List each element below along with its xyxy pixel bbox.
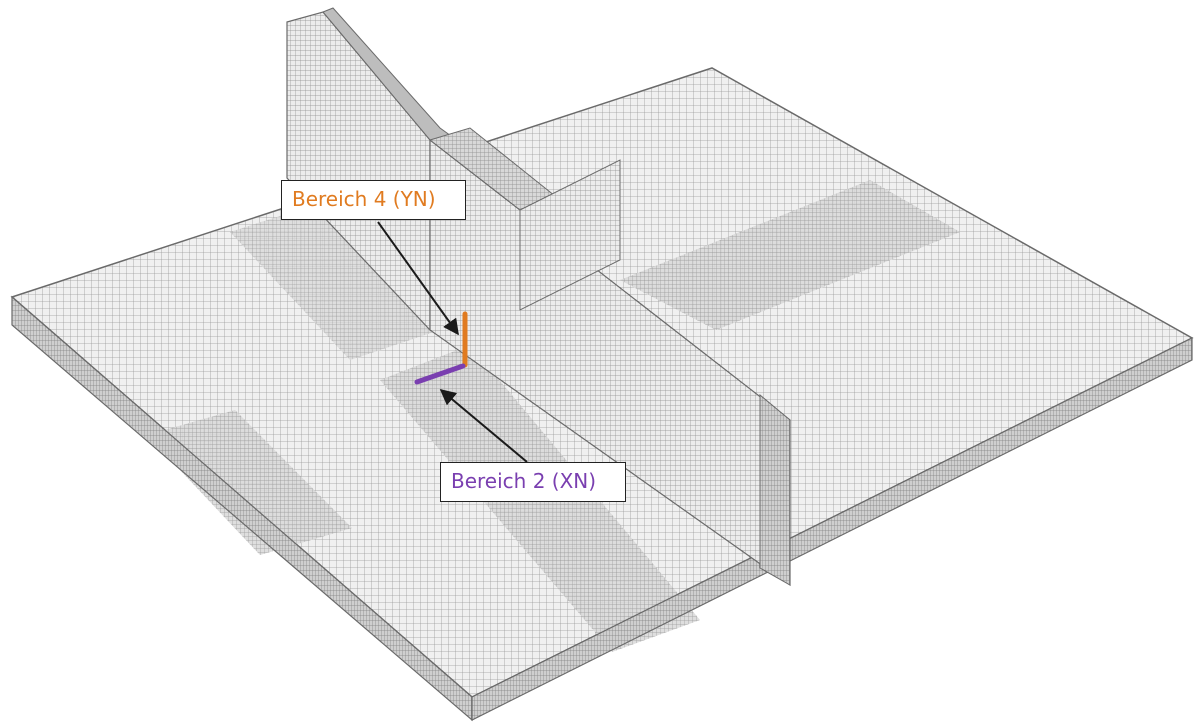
mesh-band-left — [147, 410, 352, 555]
arrow-region-4 — [377, 221, 459, 336]
wall-end-face — [759, 393, 791, 586]
plate-side-right — [471, 337, 1193, 721]
cross-wall-face — [519, 159, 621, 311]
callout-region-4-label: Bereich 4 (YN) — [292, 187, 436, 211]
region-2-marker — [414, 363, 466, 385]
callout-region-2: Bereich 2 (XN) — [440, 462, 626, 502]
callout-region-2-label: Bereich 2 (XN) — [451, 469, 597, 493]
arrow-region-2 — [439, 388, 528, 463]
mesh-band-right — [620, 180, 960, 330]
mesh-band-back — [230, 203, 440, 360]
callout-region-4: Bereich 4 (YN) — [281, 180, 466, 220]
